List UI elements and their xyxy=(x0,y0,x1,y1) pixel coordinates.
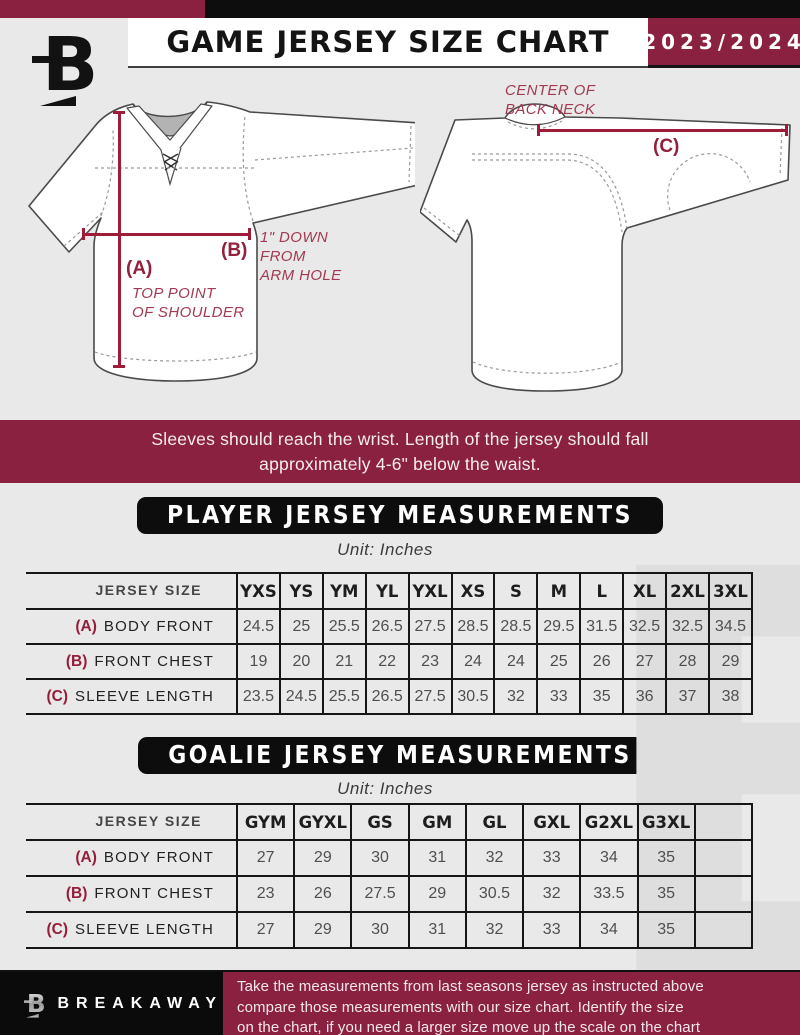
page-title-band: GAME JERSEY SIZE CHART xyxy=(128,18,648,68)
goalie-header-row: JERSEY SIZE GYM GYXL GS GM GL GXL G2XL G… xyxy=(26,803,754,841)
player-size-col: YS xyxy=(278,572,324,610)
goalie-size-col: GYM xyxy=(235,803,296,841)
label-a: (A) xyxy=(126,258,153,279)
player-size-col: YL xyxy=(364,572,410,610)
goalie-size-col: GXL xyxy=(522,803,582,841)
top-bar-accent xyxy=(0,0,205,18)
player-unit-label: Unit: Inches xyxy=(337,540,433,559)
notice-line-1: Sleeves should reach the wrist. Length o… xyxy=(151,428,649,449)
player-size-table: JERSEY SIZE YXS YS YM YL YXL XS S M L XL… xyxy=(26,572,754,715)
goalie-unit-label: Unit: Inches xyxy=(337,779,433,798)
goalie-size-col: GM xyxy=(407,803,467,841)
back-jersey-diagram xyxy=(420,82,800,427)
goalie-size-table: JERSEY SIZE GYM GYXL GS GM GL GXL G2XL G… xyxy=(26,803,754,949)
caption-c: CENTER OF BACK NECK xyxy=(505,82,596,118)
table-row: (B) FRONT CHEST 23 26 27.5 29 30.5 32 33.… xyxy=(26,875,754,913)
player-header-row: JERSEY SIZE YXS YS YM YL YXL XS S M L XL… xyxy=(26,572,754,610)
label-b: (B) xyxy=(221,240,248,261)
measurement-line-a xyxy=(118,112,121,367)
table-row: (A) BODY FRONT 27 29 30 31 32 33 34 35 xyxy=(26,839,754,877)
breakaway-logo-icon: B xyxy=(32,20,104,112)
caption-b: 1" DOWN FROM ARM HOLE xyxy=(260,229,342,284)
season-label: 2023/2024 xyxy=(642,29,800,54)
player-section-banner: PLAYER JERSEY MEASUREMENTS xyxy=(0,497,800,534)
table-row: (A) BODY FRONT 24.5 25 25.5 26.5 27.5 28.… xyxy=(26,608,754,645)
svg-text:B: B xyxy=(42,22,98,108)
measurement-tick-c-right xyxy=(785,124,788,136)
svg-text:B: B xyxy=(27,989,46,1018)
player-size-col: YXL xyxy=(407,572,453,610)
table-row: (B) FRONT CHEST 19 20 21 22 23 24 24 25 2… xyxy=(26,643,754,680)
measurement-line-b xyxy=(82,233,250,236)
front-jersey-diagram xyxy=(15,88,415,423)
player-size-label: JERSEY SIZE xyxy=(95,582,202,598)
label-c: (C) xyxy=(653,136,680,157)
goalie-section-banner: GOALIE JERSEY MEASUREMENTS xyxy=(0,737,800,774)
breakaway-logo-small-icon: B xyxy=(24,989,46,1018)
player-size-col: YM xyxy=(321,572,367,610)
goalie-size-col: GS xyxy=(350,803,410,841)
measurement-tick-b-left xyxy=(82,228,85,240)
caption-a: TOP POINT OF SHOULDER xyxy=(132,285,245,321)
measurement-tick-b-right xyxy=(248,228,251,240)
player-size-col: 3XL xyxy=(707,572,754,610)
measurement-tick-c-left xyxy=(537,124,540,136)
goalie-size-col: G3XL xyxy=(636,803,696,841)
goalie-size-label: JERSEY SIZE xyxy=(95,813,202,829)
goalie-size-col-empty xyxy=(693,803,754,841)
goalie-size-col: GL xyxy=(464,803,525,841)
goalie-section-heading: GOALIE JERSEY MEASUREMENTS xyxy=(168,741,632,770)
player-size-col: M xyxy=(536,572,582,610)
brand-name: BREAKAWAY xyxy=(57,994,223,1012)
goalie-size-col: G2XL xyxy=(579,803,639,841)
measurement-tick-a-top xyxy=(113,111,125,114)
footer-instructions: Take the measurements from last seasons … xyxy=(223,972,800,1035)
footer-line-3: on the chart, if you need a larger size … xyxy=(237,1019,701,1035)
player-size-col: L xyxy=(579,572,625,610)
season-badge: 2023/2024 xyxy=(642,18,800,68)
table-row: (C) SLEEVE LENGTH 23.5 24.5 25.5 26.5 27.… xyxy=(26,678,754,715)
page-title: GAME JERSEY SIZE CHART xyxy=(166,25,610,59)
player-size-col: 2XL xyxy=(665,572,710,610)
measurement-tick-a-bottom xyxy=(113,365,125,368)
footer-brand-block: B BREAKAWAY xyxy=(0,972,223,1035)
footer: B BREAKAWAY Take the measurements from l… xyxy=(0,970,800,1035)
player-size-col: YXS xyxy=(236,572,281,610)
goalie-size-col: GYXL xyxy=(293,803,353,841)
notice-line-2: approximately 4-6" below the waist. xyxy=(259,453,541,474)
fit-notice-banner: Sleeves should reach the wrist. Length o… xyxy=(0,420,800,483)
footer-line-1: Take the measurements from last seasons … xyxy=(237,978,704,995)
player-section-heading: PLAYER JERSEY MEASUREMENTS xyxy=(166,501,634,530)
footer-line-2: compare those measurements with our size… xyxy=(237,998,684,1016)
player-size-col: XL xyxy=(622,572,668,610)
measurement-line-c xyxy=(537,129,787,132)
table-row: (C) SLEEVE LENGTH 27 29 30 31 32 33 34 35 xyxy=(26,911,754,949)
player-size-col: XS xyxy=(450,572,496,610)
player-size-col: S xyxy=(493,572,539,610)
